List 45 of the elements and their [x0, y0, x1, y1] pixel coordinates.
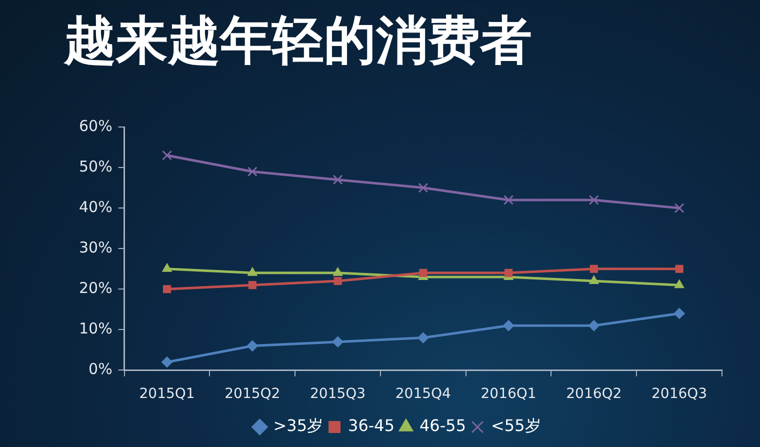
y-tick-label: 0%: [88, 360, 112, 378]
point: [589, 276, 599, 284]
y-tick-label: 50%: [78, 157, 112, 176]
x-tick-label: 2015Q1: [139, 386, 195, 402]
point: [334, 276, 342, 286]
legend-label: >35岁: [273, 416, 324, 436]
x-tick-label: 2015Q3: [310, 386, 366, 402]
chart-title: 越来越年轻的消费者: [64, 10, 532, 73]
point: [674, 280, 684, 288]
point: [590, 264, 598, 273]
point: [675, 264, 684, 273]
point: [332, 336, 344, 348]
x-tick-label: 2016Q1: [480, 386, 536, 402]
point: [588, 320, 600, 332]
point: [504, 194, 514, 205]
point: [674, 203, 684, 214]
y-tick-label: 30%: [78, 238, 112, 256]
point: [248, 267, 258, 276]
y-tick-label: 60%: [78, 116, 112, 135]
x-tick-label: 2015Q4: [395, 386, 452, 402]
point: [418, 332, 429, 344]
point: [162, 150, 172, 160]
x-tick-label: 2016Q2: [566, 386, 622, 402]
point: [418, 182, 428, 193]
x-tick-label: 2016Q3: [652, 386, 708, 402]
point: [246, 340, 258, 352]
point: [588, 194, 599, 205]
point: [162, 356, 173, 368]
point: [248, 281, 256, 290]
legend-label: 36-45: [348, 416, 395, 436]
point: [419, 268, 428, 277]
legend-label: <55岁: [490, 416, 541, 436]
point: [332, 267, 343, 276]
point: [162, 285, 172, 294]
point: [504, 268, 513, 277]
point: [674, 308, 685, 319]
point: [247, 166, 258, 177]
y-tick-label: 40%: [78, 198, 112, 216]
x-tick-label: 2015Q2: [224, 386, 280, 402]
point: [503, 320, 514, 332]
y-tick-label: 20%: [78, 279, 112, 298]
legend-label: 46-55: [420, 416, 466, 436]
point: [162, 263, 172, 272]
y-tick-label: 10%: [78, 320, 112, 338]
point: [332, 174, 343, 185]
